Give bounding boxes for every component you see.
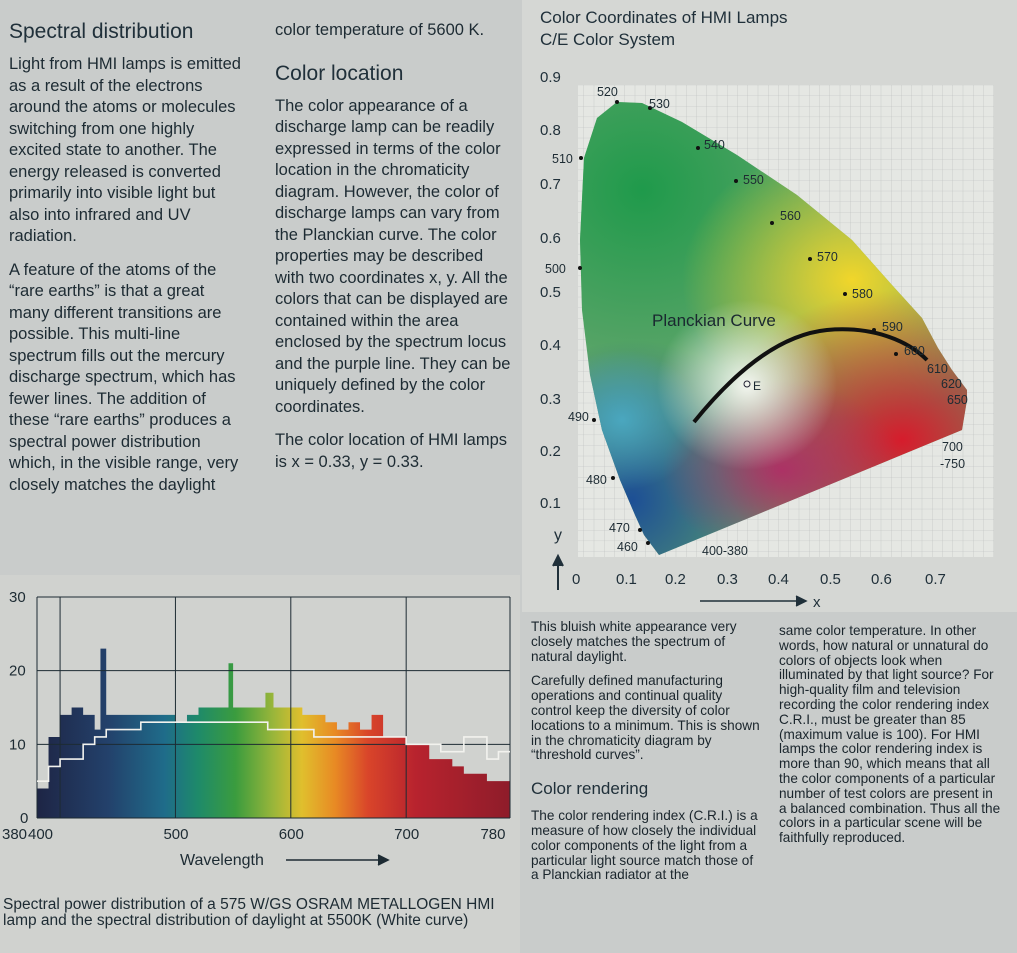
wavelength-label: 550 <box>743 173 764 187</box>
wavelength-label: 590 <box>882 320 903 334</box>
y-tick: 0.5 <box>540 284 561 301</box>
paragraph: Light from HMI lamps is emitted as a res… <box>9 55 241 245</box>
wavelength-label: 400-380 <box>702 544 748 558</box>
heading-color-location: Color location <box>275 61 404 85</box>
column-color-location: color temperature of 5600 K. Color locat… <box>275 20 513 485</box>
y-tick: 0.8 <box>540 122 561 139</box>
wavelength-label: 510 <box>552 152 573 166</box>
spectrum-chart: 380 400 500 600 700 780 0 10 20 30 Wavelength <box>2 589 511 869</box>
cie-diagram-panel: Planckian Curve E Color Coordinates of H… <box>522 0 1017 612</box>
lamp-spectrum-bars <box>37 648 510 818</box>
heading-color-rendering: Color rendering <box>531 779 649 799</box>
wavelength-label: 480 <box>586 473 607 487</box>
x-tick: 400 <box>28 826 53 843</box>
bottom-text-col1: This bluish white appearance very closel… <box>531 619 761 893</box>
cie-diagram: Planckian Curve E Color Coordinates of H… <box>540 8 994 611</box>
y-tick: 0 <box>20 810 28 827</box>
cie-title: Color Coordinates of HMI Lamps <box>540 8 788 27</box>
wavelength-label: 520 <box>597 85 618 99</box>
x-tick: 500 <box>163 826 188 843</box>
paragraph: The color appearance of a discharge lamp… <box>275 96 511 416</box>
wavelength-label: 540 <box>704 138 725 152</box>
y-axis-label: y <box>554 527 562 544</box>
point-e-label: E <box>753 379 761 393</box>
x-axis-ticks: 0 0.1 0.2 0.3 0.4 0.5 0.6 0.7 <box>572 571 946 588</box>
wavelength-label: 580 <box>852 287 873 301</box>
heading-spectral-distribution: Spectral distribution <box>9 20 194 43</box>
y-tick: 20 <box>9 663 26 680</box>
paragraph: A feature of the atoms of the “rare eart… <box>9 260 239 494</box>
x-tick: 700 <box>394 826 419 843</box>
wavelength-label: 470 <box>609 521 630 535</box>
wavelength-label: -750 <box>940 457 965 471</box>
y-tick: 10 <box>9 736 26 753</box>
chart-grid <box>36 596 511 819</box>
point-e-marker <box>743 380 751 388</box>
paragraph: color temperature of 5600 K. <box>275 21 485 39</box>
x-tick: 600 <box>279 826 304 843</box>
chart-caption: Spectral power distribution of a 575 W/G… <box>3 896 495 929</box>
wavelength-label: 700 <box>942 440 963 454</box>
paragraph: This bluish white appearance very closel… <box>531 619 737 664</box>
bottom-text-col2: same color temperature. In other words, … <box>779 623 1004 856</box>
paragraph: Carefully defined manufacturing operatio… <box>531 673 760 763</box>
y-tick: 0.9 <box>540 69 561 86</box>
wavelength-label: 500 <box>545 262 566 276</box>
x-tick: 0.6 <box>871 571 892 588</box>
y-axis-ticks: 0.1 0.2 0.3 0.4 0.5 0.6 0.7 0.8 0.9 <box>540 69 561 512</box>
x-tick: 780 <box>480 826 505 843</box>
x-axis-label: Wavelength <box>180 852 264 869</box>
x-tick: 0.3 <box>717 571 738 588</box>
wavelength-label: 460 <box>617 540 638 554</box>
y-tick: 0.6 <box>540 230 561 247</box>
wavelength-label: 530 <box>649 97 670 111</box>
y-tick: 0.1 <box>540 495 561 512</box>
y-tick: 0.3 <box>540 391 561 408</box>
color-gamut <box>580 102 967 555</box>
paragraph: The color location of HMI lamps is x = 0… <box>275 431 508 471</box>
wavelength-label: 650 <box>947 393 968 407</box>
x-tick: 0.7 <box>925 571 946 588</box>
wavelength-label: 610 <box>927 362 948 376</box>
y-axis-arrow <box>552 553 564 590</box>
wavelength-label: 620 <box>941 377 962 391</box>
spectrum-chart-panel: 380 400 500 600 700 780 0 10 20 30 Wavelength Spe… <box>0 575 520 953</box>
paragraph: same color temperature. In other words, … <box>779 623 1001 846</box>
curve-label: Planckian Curve <box>652 311 776 330</box>
x-tick: 0.2 <box>665 571 686 588</box>
x-axis-arrow <box>286 854 390 866</box>
x-tick: 0.4 <box>768 571 789 588</box>
column-spectral-distribution: Spectral distribution Light from HMI lam… <box>9 20 249 508</box>
planckian-curve <box>692 327 929 424</box>
chart-ticks: 380 400 500 600 700 780 0 10 20 30 <box>2 589 505 843</box>
y-tick: 0.4 <box>540 337 561 354</box>
x-axis-arrow <box>700 595 808 607</box>
spectrum-fill <box>37 648 510 818</box>
x-tick: 0.5 <box>820 571 841 588</box>
wavelength-label: 490 <box>568 410 589 424</box>
x-tick: 0.1 <box>616 571 637 588</box>
y-tick: 0.7 <box>540 176 561 193</box>
x-tick: 0 <box>572 571 580 588</box>
x-axis-label: x <box>813 594 821 611</box>
daylight-curve <box>37 721 510 782</box>
paragraph: The color rendering index (C.R.I.) is a … <box>531 808 758 883</box>
x-tick: 380 <box>2 826 27 843</box>
y-tick: 30 <box>9 589 26 606</box>
y-tick: 0.2 <box>540 443 561 460</box>
wavelength-label: 570 <box>817 250 838 264</box>
cie-subtitle: C/E Color System <box>540 30 675 49</box>
wavelength-labels: 520 530 540 550 560 570 580 590 600 610 … <box>545 85 968 558</box>
wavelength-label: 560 <box>780 209 801 223</box>
wavelength-label: 600 <box>904 344 925 358</box>
